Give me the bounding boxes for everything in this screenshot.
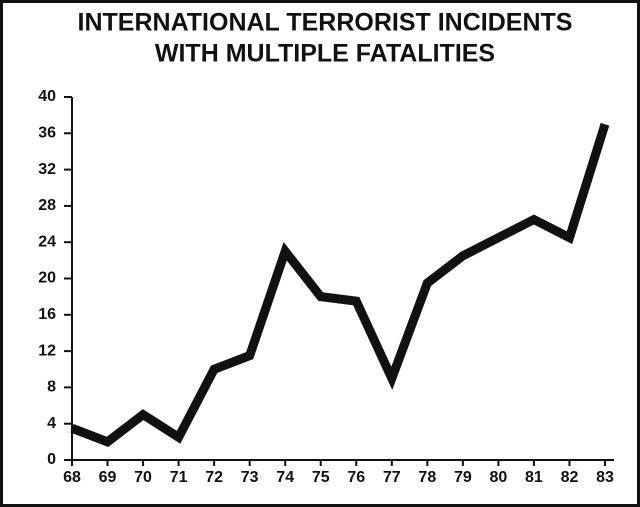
x-tick-label: 68 [63, 469, 81, 486]
y-tick-label: 16 [38, 306, 56, 323]
x-tick-label: 73 [241, 469, 259, 486]
x-tick-label: 75 [312, 469, 330, 486]
x-tick-label: 70 [134, 469, 152, 486]
y-tick-label: 32 [38, 161, 56, 178]
chart-title: INTERNATIONAL TERRORIST INCIDENTS [78, 9, 573, 37]
data-line [70, 122, 610, 447]
x-tick-label: 71 [170, 469, 188, 486]
x-tick-label: 81 [525, 469, 543, 486]
y-tick-label: 36 [38, 125, 56, 142]
y-tick-label: 4 [47, 415, 56, 432]
y-tick-label: 0 [47, 451, 56, 468]
chart-title: WITH MULTIPLE FATALITIES [155, 40, 495, 68]
x-tick-label: 69 [99, 469, 117, 486]
x-tick-label: 83 [596, 469, 614, 486]
y-tick-label: 20 [38, 270, 56, 287]
x-tick-label: 74 [276, 469, 294, 486]
y-tick-label: 28 [38, 197, 56, 214]
x-tick-label: 80 [490, 469, 508, 486]
y-tick-label: 24 [38, 233, 56, 250]
x-tick-label: 77 [383, 469, 401, 486]
x-tick-label: 79 [454, 469, 472, 486]
x-tick-label: 72 [205, 469, 223, 486]
y-tick-label: 8 [47, 379, 56, 396]
x-tick-label: 76 [347, 469, 365, 486]
y-tick-label: 12 [38, 342, 56, 359]
y-tick-label: 40 [38, 88, 56, 105]
x-tick-label: 78 [418, 469, 436, 486]
x-tick-label: 82 [561, 469, 579, 486]
